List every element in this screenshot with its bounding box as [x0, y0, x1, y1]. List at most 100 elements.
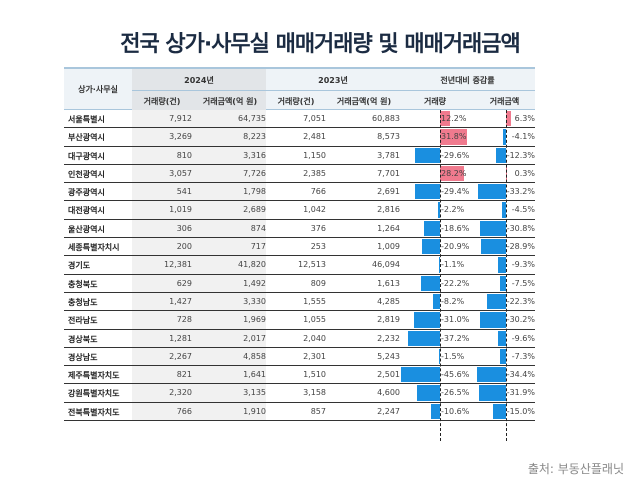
amt-change-bar [499, 275, 506, 291]
amt-2024: 3,330 [243, 296, 266, 306]
amt-2024: 3,316 [243, 150, 266, 160]
vol-change-label: -29.4% [441, 187, 470, 197]
vol-2024: 766 [176, 406, 192, 416]
vol-change-bar [440, 111, 451, 127]
vol-change-label: -8.2% [441, 296, 465, 306]
vol-change-label: 12.2% [441, 114, 467, 123]
vol-change-bar [438, 202, 440, 218]
amt-change-label: -12.3% [506, 150, 535, 160]
vol-change-label: -29.6% [441, 150, 470, 160]
amt-2024: 7,726 [243, 168, 266, 178]
vol-change-bar [430, 403, 440, 420]
amt-2023: 3,781 [377, 150, 400, 160]
vol-change-bar [413, 312, 440, 328]
vol-change-label: 28.2% [441, 168, 467, 178]
header-2024-amt: 거래금액(억 원) [202, 97, 258, 106]
amt-change-label: -30.2% [506, 315, 535, 325]
amt-change-label: -7.5% [511, 278, 535, 288]
vol-2024: 1,281 [169, 333, 192, 343]
amt-2023: 2,232 [377, 333, 400, 343]
region-name: 울산광역시 [68, 224, 105, 234]
amt-change-label: -4.5% [511, 205, 535, 215]
amt-2023: 4,285 [377, 296, 400, 306]
amt-2024: 41,820 [238, 260, 266, 270]
table-row: 세종특별자치시 200 717 253 1,009 -20.9% -28.9% [64, 238, 535, 257]
table-row: 제주특별자치도 821 1,641 1,510 2,501 -45.6% -34.4% [64, 366, 535, 385]
source-note: 출처: 부동산플래닛 [527, 462, 624, 476]
amt-2023: 2,501 [377, 370, 400, 380]
vol-2024: 728 [176, 315, 192, 325]
amt-change-label: 0.3% [514, 168, 535, 178]
vol-2024: 200 [176, 242, 192, 252]
vol-2023: 253 [310, 242, 326, 252]
amt-change-label: -9.3% [511, 260, 535, 270]
amt-change-label: -30.8% [506, 223, 535, 233]
region-name: 인천광역시 [68, 169, 105, 179]
amt-2023: 7,701 [377, 168, 400, 178]
vol-change-bar [424, 220, 440, 237]
table-row: 전라남도 728 1,969 1,055 2,819 -31.0% -30.2% [64, 311, 535, 330]
region-name: 부산광역시 [68, 133, 105, 143]
vol-2023: 1,042 [303, 205, 326, 215]
table-row: 대구광역시 810 3,316 1,150 3,781 -29.6% -12.3% [64, 146, 535, 165]
amt-2023: 1,264 [377, 223, 400, 233]
amt-change-bar [487, 293, 506, 310]
vol-2023: 1,510 [303, 370, 326, 380]
vol-change-bar [438, 348, 440, 365]
table-row: 서울특별시 7,912 64,735 7,051 60,883 12.2% 6.3% [64, 110, 535, 129]
region-name: 전북특별자치도 [68, 407, 120, 417]
amt-2024: 1,969 [243, 315, 266, 325]
table-row: 경기도 12,381 41,820 12,513 46,094 -1.1% -9.3% [64, 256, 535, 275]
amt-2024: 717 [250, 242, 266, 252]
vol-2023: 857 [310, 406, 326, 416]
amt-change-bar [493, 403, 506, 420]
vol-2023: 2,301 [303, 351, 326, 361]
vol-change-bar [440, 129, 468, 145]
amt-change-label: -15.0% [506, 406, 535, 416]
vol-2024: 1,019 [169, 205, 192, 215]
vol-2024: 1,427 [169, 296, 192, 306]
vol-change-label: -31.0% [441, 315, 470, 325]
data-table: 상가·사무실 2024년 2023년 전년대비 증감률 거래량(건) 거래금액(… [64, 67, 535, 422]
vol-2023: 809 [310, 278, 326, 288]
vol-2024: 3,057 [169, 168, 192, 178]
amt-change-bar [481, 239, 506, 255]
vol-change-label: -2.2% [441, 205, 465, 215]
vol-change-bar [414, 147, 440, 163]
vol-change-label: -1.5% [441, 351, 465, 361]
amt-2024: 1,798 [243, 187, 266, 197]
table-row: 전북특별자치도 766 1,910 857 2,247 -10.6% -15.0% [64, 402, 535, 422]
header-2023-amt: 거래금액(억 원) [336, 97, 392, 106]
table-row: 인천광역시 3,057 7,726 2,385 7,701 28.2% 0.3% [64, 164, 535, 184]
vol-change-bar [408, 330, 440, 346]
region-name: 경상북도 [68, 334, 98, 344]
vol-change-label: -1.1% [441, 260, 465, 270]
vol-2023: 376 [310, 223, 326, 233]
amt-2023: 2,816 [377, 205, 400, 215]
amt-2023: 2,691 [377, 187, 400, 197]
vol-change-bar [401, 367, 440, 383]
vol-2024: 821 [176, 370, 192, 380]
amt-2023: 8,573 [377, 132, 400, 142]
vol-change-bar [439, 257, 440, 273]
region-name: 전라남도 [68, 316, 98, 326]
amt-2024: 4,858 [243, 351, 266, 361]
amt-change-bar [478, 385, 506, 401]
vol-2023: 3,158 [303, 388, 326, 398]
amt-2024: 874 [250, 223, 266, 233]
vol-2023: 2,040 [303, 333, 326, 343]
amt-2024: 64,735 [238, 114, 266, 123]
vol-2023: 1,555 [303, 296, 326, 306]
vol-2023: 12,513 [298, 260, 326, 270]
header-2023: 2023년 [318, 76, 348, 85]
amt-change-bar [502, 202, 506, 218]
region-name: 대전광역시 [68, 206, 105, 216]
table-row: 광주광역시 541 1,798 766 2,691 -29.4% -33.2% [64, 183, 535, 202]
header-2023-vol: 거래량(건) [277, 97, 315, 106]
vol-2023: 2,481 [303, 132, 326, 142]
amt-2024: 2,017 [243, 333, 266, 343]
vol-2023: 7,051 [303, 114, 326, 123]
vol-change-bar [422, 239, 440, 255]
amt-2023: 2,819 [377, 315, 400, 325]
amt-2023: 46,094 [372, 260, 400, 270]
